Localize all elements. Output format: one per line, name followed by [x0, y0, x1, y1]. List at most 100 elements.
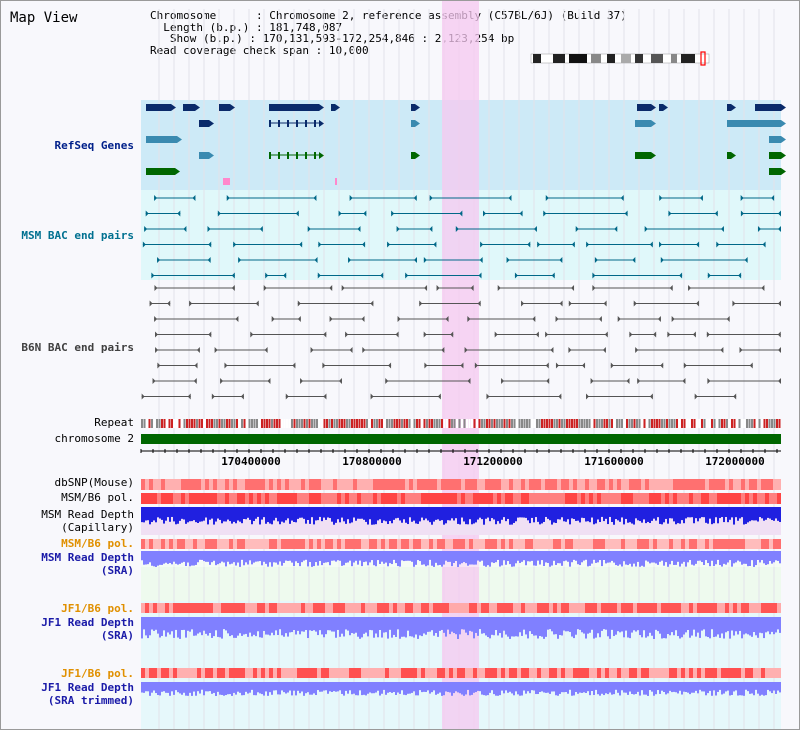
depth-bar — [751, 507, 753, 521]
variation-segment — [501, 493, 505, 504]
depth-bar — [623, 682, 625, 693]
variation-segment — [293, 493, 297, 504]
variation-segment — [293, 479, 297, 490]
depth-bar — [651, 682, 653, 692]
b6n-bac-label[interactable]: B6N BAC end pairs — [21, 341, 134, 354]
variation-segment — [609, 603, 613, 613]
depth-bar — [367, 617, 369, 637]
variation-segment — [469, 493, 473, 504]
depth-bar — [395, 551, 397, 564]
depth-bar — [163, 617, 165, 631]
depth-bar — [591, 682, 593, 691]
depth-bar — [309, 682, 311, 695]
bac-end — [696, 300, 700, 307]
depth-bar — [447, 682, 449, 692]
dbsnp-label[interactable]: dbSNP(Mouse) — [54, 476, 134, 489]
variation-segment — [489, 668, 493, 678]
variation-segment — [641, 479, 645, 490]
depth-bar — [491, 682, 493, 691]
depth-bar — [279, 551, 281, 562]
depth-bar — [649, 617, 651, 633]
variation-segment — [421, 668, 425, 678]
depth-bar — [515, 507, 517, 522]
jf1-b6-pol-trimmed-label[interactable]: JF1/B6 pol. — [61, 667, 134, 680]
depth-bar — [693, 551, 695, 566]
depth-bar — [243, 551, 245, 566]
gene-block — [727, 152, 731, 159]
variation-segment — [625, 493, 629, 504]
variation-segment — [161, 539, 165, 549]
jf1-read-depth-sra-label[interactable]: JF1 Read Depth (SRA) — [41, 616, 134, 642]
variation-segment — [597, 493, 601, 504]
variation-segment — [449, 668, 453, 678]
depth-bar — [333, 507, 335, 525]
depth-bar — [615, 617, 617, 635]
variation-segment — [297, 603, 301, 613]
depth-bar — [341, 507, 343, 518]
repeat-mark — [306, 419, 308, 428]
repeat-mark — [416, 419, 418, 428]
msm-read-depth-capillary-label[interactable]: MSM Read Depth (Capillary) — [41, 508, 134, 534]
b6n-bac-track[interactable] — [141, 285, 781, 400]
depth-bar — [561, 617, 563, 636]
jf1-read-depth-trimmed-label[interactable]: JF1 Read Depth (SRA trimmed) — [41, 681, 134, 707]
repeat-mark — [653, 419, 656, 428]
depth-bar — [437, 617, 439, 637]
depth-bar — [405, 551, 407, 561]
variation-segment — [453, 603, 457, 613]
depth-bar — [743, 617, 745, 635]
variation-segment — [625, 668, 629, 678]
variation-segment — [665, 603, 669, 613]
bac-end — [535, 331, 539, 338]
depth-bar — [715, 551, 717, 565]
depth-bar — [595, 682, 597, 690]
depth-bar — [597, 682, 599, 695]
variation-segment — [301, 493, 305, 504]
msm-bac-track[interactable] — [142, 195, 781, 279]
depth-bar — [749, 682, 751, 694]
depth-bar — [257, 682, 259, 693]
variation-segment — [261, 603, 265, 613]
variation-segment — [357, 493, 361, 504]
variation-segment — [257, 493, 261, 504]
msm-b6-pol-label[interactable]: MSM/B6 pol. — [61, 491, 134, 504]
variation-segment — [629, 493, 633, 504]
refseq-label[interactable]: RefSeq Genes — [54, 139, 134, 152]
variation-segment — [713, 668, 717, 678]
msm-bac-label[interactable]: MSM BAC end pairs — [21, 229, 134, 242]
variation-segment — [453, 668, 457, 678]
depth-bar — [527, 682, 529, 692]
depth-bar — [735, 551, 737, 563]
variation-segment — [693, 479, 697, 490]
depth-bar — [299, 551, 301, 567]
chromosome-ideogram[interactable] — [530, 51, 710, 66]
variation-segment — [337, 493, 341, 504]
depth-bar — [417, 551, 419, 561]
variation-segment — [173, 539, 177, 549]
bac-end — [555, 362, 559, 369]
variation-segment — [717, 539, 721, 549]
depth-bar — [265, 551, 267, 564]
msm-read-depth-sra-label[interactable]: MSM Read Depth (SRA) — [41, 551, 134, 577]
depth-bar — [657, 682, 659, 691]
bac-end — [419, 300, 423, 307]
depth-bar — [639, 551, 641, 567]
depth-bar — [347, 551, 349, 563]
msm-b6-pol-sra-label[interactable]: MSM/B6 pol. — [61, 537, 134, 550]
variation-segment — [701, 668, 705, 678]
variation-segment — [645, 668, 649, 678]
depth-bar — [429, 551, 431, 560]
depth-bar — [217, 551, 219, 565]
depth-bar — [511, 682, 513, 694]
depth-bar — [771, 617, 773, 632]
depth-bar — [507, 682, 509, 693]
depth-bar — [459, 617, 461, 635]
repeat-mark — [428, 419, 431, 428]
variation-segment — [709, 493, 713, 504]
jf1-b6-pol-label[interactable]: JF1/B6 pol. — [61, 602, 134, 615]
depth-bar — [225, 507, 227, 522]
variation-segment — [677, 603, 681, 613]
refseq-gene-track[interactable] — [146, 104, 786, 185]
